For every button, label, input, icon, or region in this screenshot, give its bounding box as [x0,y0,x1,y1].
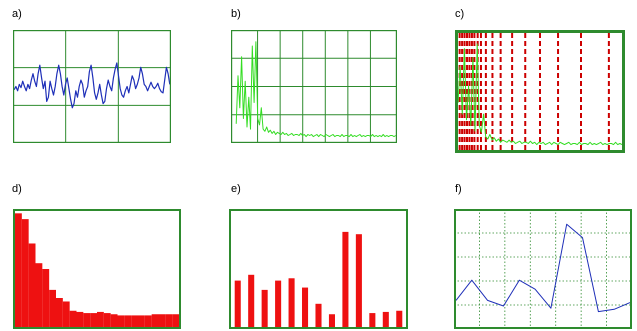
bar [288,278,295,327]
bar [131,315,138,327]
series-line-f [455,223,631,313]
bar [117,315,125,327]
series-line-a [13,62,171,109]
series-line-c [457,43,623,146]
panel-f-background [454,209,632,329]
bar [248,274,255,327]
chart-panel-b [231,30,398,144]
bar [234,280,241,327]
bar [396,310,403,327]
panel-c-label: c) [455,8,465,20]
bar [302,287,309,327]
bar [355,234,362,327]
bar [110,314,118,327]
bar [15,213,22,327]
bar [56,298,63,327]
bar [144,315,152,327]
series-line-b [235,41,397,138]
panel-e-frame [229,209,408,329]
chart-panel-c [455,30,625,153]
bar [369,313,376,327]
panel-a-label: a) [12,8,22,20]
bar [21,219,29,327]
bar [382,311,389,327]
bar [158,314,166,327]
bar [83,313,91,327]
panel-e-label: e) [231,183,241,195]
panel-f-frame [454,209,632,329]
bar [49,289,56,327]
chart-panel-a [13,30,172,144]
bar [151,314,159,327]
bar [172,314,179,327]
bar [124,315,132,327]
bar [76,311,84,327]
panel-d-label: d) [12,183,22,195]
panel-b-label: b) [231,8,241,20]
bar [90,313,97,327]
bar [69,310,77,327]
bar [28,243,36,327]
bar [35,263,43,327]
chart-panel-f [454,209,632,329]
panel-c-frame [455,30,625,153]
panel-f-label: f) [455,183,462,195]
bar [62,301,70,327]
panel-d-frame [13,209,181,329]
bar [97,311,104,327]
bar [42,269,50,327]
bar [165,314,173,327]
bar [328,314,335,327]
bar [261,289,268,327]
chart-panel-d [13,209,181,329]
chart-panel-e [229,209,408,329]
panel-a-background [13,30,171,143]
bar [275,280,282,327]
bar [315,303,322,327]
bar [138,315,145,327]
panel-b-frame [231,30,398,144]
bar [342,231,349,327]
panel-a-frame [13,30,172,144]
bar [103,313,111,327]
